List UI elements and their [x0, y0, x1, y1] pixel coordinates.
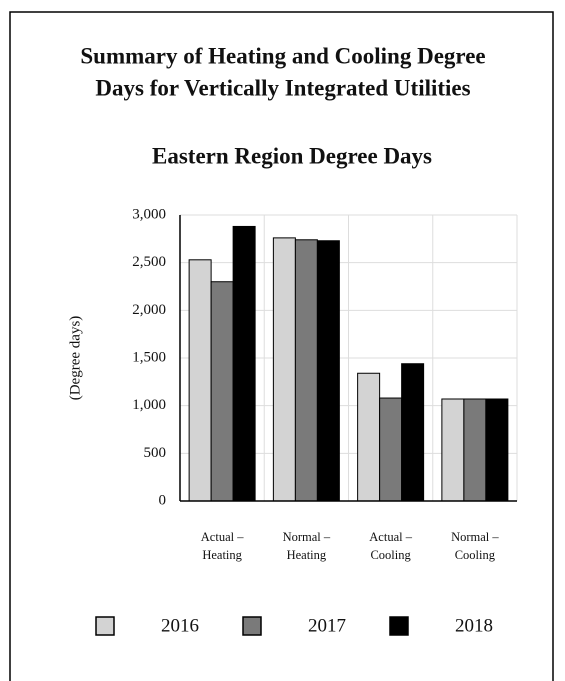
y-tick-label: 2,500: [132, 254, 166, 270]
legend-label: 2018: [455, 615, 493, 636]
x-tick-label: Actual – Heating: [201, 530, 244, 562]
bar: [210, 281, 234, 502]
y-tick-label: 0: [159, 492, 167, 508]
bar: [379, 397, 403, 502]
chart-subtitle: Eastern Region Degree Days: [152, 143, 432, 168]
chart-title-line-2: Days for Vertically Integrated Utilities: [95, 75, 470, 100]
chart-title-line-1: Summary of Heating and Cooling Degree: [80, 43, 485, 68]
bar: [357, 372, 381, 502]
y-tick-label: 1,000: [132, 397, 166, 413]
legend-label: 2016: [161, 615, 199, 636]
y-axis-label: (Degree days): [67, 316, 83, 401]
bar: [463, 398, 487, 502]
bar: [188, 259, 212, 502]
bar: [232, 225, 256, 502]
x-tick-label: Actual – Cooling: [369, 530, 412, 562]
bar: [401, 363, 425, 502]
bar: [272, 237, 296, 502]
bar: [294, 239, 318, 502]
bar: [316, 240, 340, 502]
bar: [441, 398, 465, 502]
legend-swatch: [389, 616, 409, 636]
y-tick-label: 500: [144, 445, 167, 461]
x-tick-label: Normal – Cooling: [451, 530, 499, 562]
y-tick-label: 1,500: [132, 349, 166, 365]
x-tick-label: Normal – Heating: [283, 530, 331, 562]
y-tick-label: 2,000: [132, 302, 166, 318]
bar: [485, 398, 509, 502]
legend-swatch: [95, 616, 115, 636]
frame: [9, 11, 554, 681]
legend-swatch: [242, 616, 262, 636]
legend-label: 2017: [308, 615, 346, 636]
y-tick-label: 3,000: [132, 206, 166, 222]
